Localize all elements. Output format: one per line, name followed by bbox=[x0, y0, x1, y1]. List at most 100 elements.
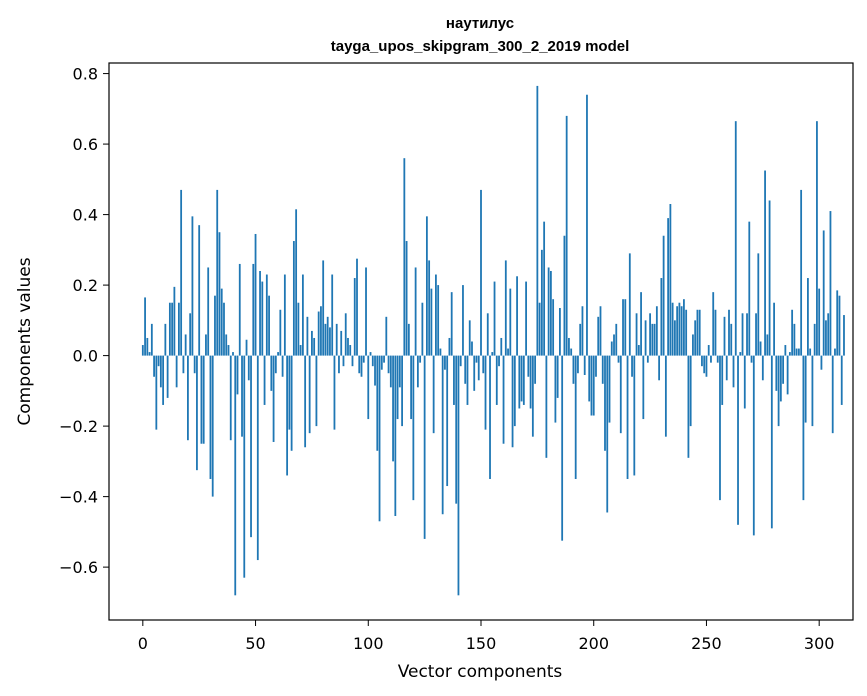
bar bbox=[696, 309, 699, 356]
x-tick-label: 250 bbox=[691, 634, 722, 653]
bar bbox=[486, 313, 489, 356]
bar bbox=[403, 158, 406, 356]
bar bbox=[633, 355, 636, 476]
bar bbox=[586, 94, 588, 356]
bar bbox=[177, 302, 180, 356]
y-tick-label: −0.4 bbox=[59, 488, 98, 507]
bar bbox=[462, 285, 464, 356]
bar bbox=[358, 355, 361, 374]
bar bbox=[755, 313, 757, 356]
y-tick-label: 0.2 bbox=[73, 276, 98, 295]
bar bbox=[432, 355, 435, 434]
bar bbox=[583, 355, 586, 375]
bar bbox=[342, 355, 345, 367]
bar-series bbox=[141, 85, 845, 596]
bar bbox=[245, 339, 248, 356]
bar bbox=[766, 334, 769, 356]
bar bbox=[254, 233, 257, 356]
bar bbox=[216, 189, 219, 356]
bar bbox=[187, 355, 189, 441]
bar bbox=[809, 348, 812, 356]
bar bbox=[225, 334, 228, 356]
bar bbox=[676, 306, 679, 356]
bar bbox=[455, 355, 458, 504]
bar bbox=[159, 355, 162, 388]
bar bbox=[646, 355, 649, 363]
bar bbox=[655, 306, 658, 356]
bar bbox=[338, 355, 340, 374]
bar bbox=[543, 221, 546, 356]
bar bbox=[198, 225, 201, 356]
bar bbox=[703, 355, 706, 374]
bar bbox=[502, 355, 505, 444]
bar bbox=[392, 355, 394, 462]
bar bbox=[577, 355, 579, 374]
bar bbox=[829, 211, 832, 356]
y-tick-label: 0.0 bbox=[73, 347, 98, 366]
bar bbox=[825, 320, 827, 356]
bar bbox=[446, 355, 449, 487]
bar bbox=[171, 302, 174, 356]
bar bbox=[371, 355, 374, 367]
bar bbox=[667, 218, 670, 356]
bar bbox=[658, 355, 661, 381]
bar bbox=[227, 345, 230, 356]
bar bbox=[511, 355, 514, 448]
bar bbox=[761, 355, 764, 381]
bar bbox=[716, 355, 719, 363]
x-tick-label: 200 bbox=[578, 634, 609, 653]
x-tick-label: 300 bbox=[804, 634, 835, 653]
bar bbox=[468, 320, 471, 356]
bar bbox=[802, 355, 805, 501]
bar bbox=[394, 355, 397, 516]
bar bbox=[701, 355, 703, 367]
bar bbox=[554, 355, 557, 423]
bar bbox=[705, 355, 708, 377]
bar bbox=[831, 355, 834, 434]
bar bbox=[813, 323, 816, 356]
bar bbox=[301, 274, 304, 356]
y-tick-label: 0.8 bbox=[73, 65, 98, 84]
bar bbox=[196, 355, 198, 471]
bar bbox=[631, 355, 633, 377]
bar bbox=[500, 337, 503, 356]
bar bbox=[268, 295, 270, 356]
x-tick-label: 150 bbox=[466, 634, 497, 653]
bar bbox=[782, 355, 785, 384]
bar bbox=[777, 355, 780, 427]
bar bbox=[757, 253, 760, 356]
bar bbox=[793, 323, 796, 356]
bar bbox=[326, 316, 329, 356]
bar bbox=[561, 355, 564, 541]
bar bbox=[173, 286, 176, 356]
bar bbox=[324, 323, 327, 356]
bar bbox=[184, 334, 187, 356]
bar bbox=[265, 274, 268, 356]
y-tick-label: 0.6 bbox=[73, 135, 98, 154]
bar bbox=[518, 355, 521, 409]
y-tick-label: 0.4 bbox=[73, 206, 98, 225]
bar bbox=[673, 320, 676, 356]
bar bbox=[660, 278, 663, 356]
bar bbox=[617, 355, 620, 363]
bar bbox=[545, 355, 548, 458]
bar bbox=[166, 355, 169, 398]
bar bbox=[322, 260, 325, 356]
bar bbox=[141, 345, 144, 356]
bar bbox=[150, 323, 153, 356]
bar bbox=[570, 348, 573, 356]
bar bbox=[816, 121, 818, 356]
bar bbox=[207, 267, 210, 356]
bar bbox=[484, 355, 487, 430]
bar bbox=[784, 345, 787, 356]
bar bbox=[791, 309, 794, 356]
bar bbox=[387, 355, 390, 374]
bar bbox=[315, 355, 318, 427]
bar bbox=[606, 355, 609, 513]
bar bbox=[669, 204, 672, 356]
bar bbox=[360, 355, 363, 377]
bar bbox=[728, 309, 730, 356]
bar bbox=[807, 278, 809, 356]
bar bbox=[144, 297, 146, 356]
bar bbox=[200, 355, 203, 444]
